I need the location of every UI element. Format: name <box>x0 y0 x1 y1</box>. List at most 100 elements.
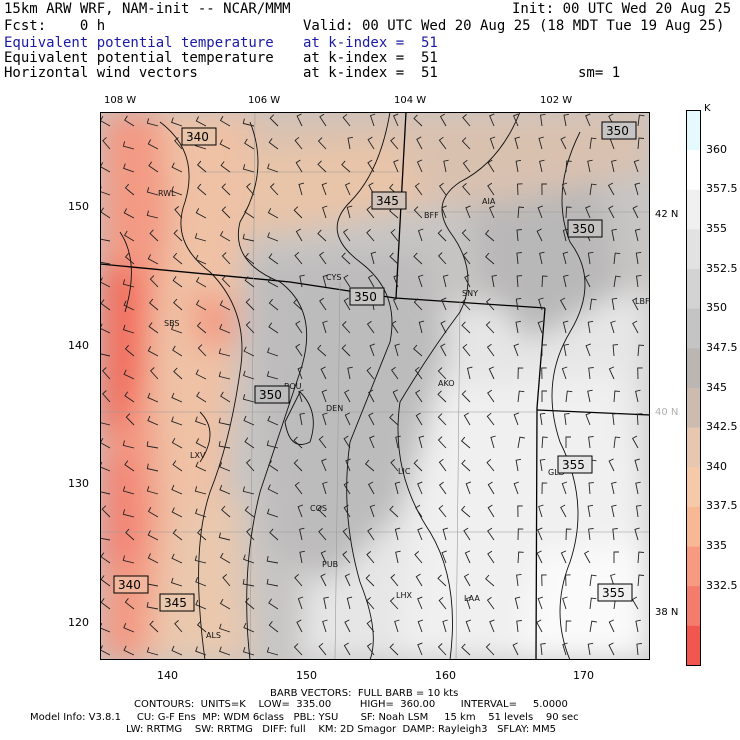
wind-barb <box>222 574 231 587</box>
wind-barb <box>537 320 544 334</box>
wind-barb <box>243 622 255 633</box>
svg-text:345: 345 <box>164 596 187 610</box>
colorbar-swatch <box>686 586 701 627</box>
wind-barb <box>221 183 231 196</box>
wind-barb <box>242 646 255 656</box>
wind-barb <box>588 482 594 495</box>
model-info: Model Info: V3.8.1 CU: G-F Ens MP: WDM 6… <box>30 712 579 723</box>
wind-barb <box>389 643 399 656</box>
wind-barb <box>317 160 327 173</box>
wind-barb <box>487 182 495 196</box>
wind-barb <box>539 113 546 127</box>
wind-barb <box>415 573 423 587</box>
wind-barb <box>461 321 471 334</box>
wind-barb <box>561 182 568 196</box>
wind-barb <box>368 412 375 426</box>
wind-barb <box>488 366 495 380</box>
wind-barb <box>437 574 447 587</box>
wind-barb <box>516 573 522 587</box>
wind-barb <box>147 139 159 150</box>
wind-barb <box>196 620 207 633</box>
wind-barb <box>296 113 303 127</box>
wind-barb <box>246 183 255 196</box>
wind-barb <box>294 136 303 150</box>
wind-barb <box>636 413 643 426</box>
wind-barb <box>440 343 447 357</box>
wind-barb <box>515 159 522 173</box>
wind-barb <box>171 392 183 403</box>
wind-barb <box>438 596 447 610</box>
wind-barb <box>220 391 231 403</box>
svg-text:340: 340 <box>118 578 141 592</box>
wind-barb <box>461 298 471 311</box>
wind-barb <box>487 481 495 495</box>
wind-barb <box>122 509 135 518</box>
wind-barb <box>517 183 523 196</box>
wind-barb <box>565 620 572 633</box>
field-3-level: at k-index = 51 <box>303 65 438 81</box>
station-aia: AIA <box>482 197 496 206</box>
wind-barb <box>461 459 471 472</box>
wind-barb <box>562 642 568 656</box>
contour-label-350-b: 350 <box>254 385 290 404</box>
colorbar-swatch <box>686 467 701 508</box>
wind-barb <box>369 113 376 127</box>
wind-barb <box>298 389 304 403</box>
wind-barb <box>466 596 472 610</box>
wind-barb <box>171 162 183 173</box>
wind-barb <box>219 115 231 127</box>
svg-text:350: 350 <box>354 290 377 304</box>
wind-barb <box>268 598 279 610</box>
wind-barb <box>148 161 159 173</box>
wind-barb <box>346 205 353 219</box>
wind-barb <box>437 436 447 449</box>
station-lhx: LHX <box>396 591 412 600</box>
wind-barb <box>608 366 615 380</box>
wind-barb <box>562 596 568 610</box>
svg-text:350: 350 <box>606 124 629 138</box>
colorbar-swatch <box>686 150 701 191</box>
wind-barb <box>462 183 471 196</box>
wind-barb <box>221 505 231 518</box>
wind-barb <box>610 320 616 334</box>
wind-barb <box>536 550 543 564</box>
wind-barb <box>417 481 423 495</box>
wind-barb <box>122 279 135 288</box>
wind-barb <box>634 182 641 196</box>
contour-label-340-b: 340 <box>113 575 149 594</box>
wind-barb <box>389 252 399 265</box>
wind-barb <box>100 348 111 357</box>
wind-barb <box>123 645 135 656</box>
lat-label-40n: 40 N <box>655 407 679 418</box>
wind-barb <box>635 504 642 518</box>
wind-barb <box>295 320 303 334</box>
wind-barb <box>219 552 231 564</box>
wind-barb <box>221 252 231 265</box>
wind-barb <box>124 460 135 472</box>
wind-barb <box>637 114 645 127</box>
wind-barb <box>536 228 543 242</box>
wind-barb <box>293 459 303 472</box>
wind-barb <box>297 366 303 380</box>
wind-barb <box>589 183 597 196</box>
wind-barb <box>346 596 353 610</box>
theta-e-map: RWL BFF AIA CYS SNY LBF SBS BOU DEN AKO … <box>100 112 650 660</box>
wind-barb <box>367 136 375 150</box>
wind-barb <box>611 159 617 173</box>
wind-barb <box>123 300 135 311</box>
wind-barb <box>516 620 522 633</box>
wind-barb <box>486 596 495 610</box>
colorbar-swatch <box>686 546 701 587</box>
station-sbs: SBS <box>164 319 180 328</box>
wind-barb <box>485 643 495 656</box>
wind-barb <box>242 579 255 587</box>
wind-barb <box>321 458 327 472</box>
wind-barb <box>585 113 591 127</box>
wind-barb <box>317 137 327 150</box>
wind-barb <box>366 619 375 633</box>
wind-barb <box>321 182 328 196</box>
wind-barb <box>244 437 255 449</box>
wind-barb <box>633 159 640 173</box>
wind-barb <box>295 228 303 242</box>
wind-barb <box>541 436 548 449</box>
